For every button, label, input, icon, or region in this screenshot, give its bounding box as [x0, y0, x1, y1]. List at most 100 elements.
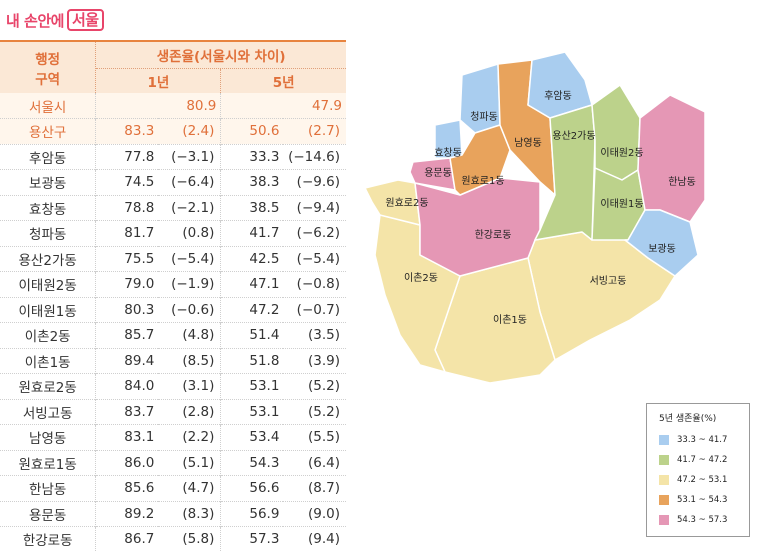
- legend-title: 5년 생존율(%): [659, 414, 717, 424]
- table-row: 용산구 83.3 (2.4) 50.6 (2.7): [0, 118, 346, 144]
- year1-diff: (2.2): [158, 424, 222, 450]
- year5-rate: 53.1: [249, 403, 280, 420]
- district-name: 용문동: [0, 501, 97, 527]
- year5-rate: 33.3: [249, 148, 280, 165]
- year5-diff: (2.7): [283, 118, 346, 144]
- label-wonhyoro1: 원효로1동: [461, 175, 504, 187]
- year1-diff: (5.8): [158, 526, 222, 551]
- year1-diff: (−3.1): [158, 144, 222, 170]
- label-bogwang: 보광동: [648, 243, 676, 255]
- table-row: 후암동 77.8 (−3.1) 33.3 (−14.6): [0, 144, 346, 170]
- district-name: 서울시: [0, 93, 97, 119]
- year1-diff: (4.8): [158, 322, 222, 348]
- district-name: 이태원1동: [0, 297, 97, 323]
- year5-rate: 50.6: [220, 118, 284, 144]
- table-row: 한강로동 86.7 (5.8) 57.3 (9.4): [0, 526, 346, 551]
- table-row: 이촌2동 85.7 (4.8) 51.4 (3.5): [0, 322, 346, 348]
- district-name: 원효로2동: [0, 373, 97, 399]
- year5-rate: 38.3: [249, 174, 280, 191]
- year1-rate: 81.7: [124, 225, 155, 242]
- year5-rate: 38.5: [249, 199, 280, 216]
- district-name: 효창동: [0, 195, 97, 221]
- year1-rate: 83.1: [124, 429, 155, 446]
- year1-diff: (2.4): [158, 118, 222, 144]
- year1-rate: 79.0: [124, 276, 155, 293]
- year1-rate: 89.4: [124, 352, 155, 369]
- table-row-city: 서울시 80.9 47.9: [0, 93, 346, 119]
- city-year1: 80.9: [95, 93, 222, 119]
- legend-label: 54.3 ~ 57.3: [677, 515, 728, 525]
- table-row: 용산2가동 75.5 (−5.4) 42.5 (−5.4): [0, 246, 346, 272]
- year5-rate: 47.1: [249, 276, 280, 293]
- year5-rate: 54.3: [249, 454, 280, 471]
- year1-rate: 75.5: [124, 250, 155, 267]
- label-hangangro: 한강로동: [475, 229, 512, 241]
- legend-item: 53.1 ~ 54.3: [659, 490, 749, 510]
- district-name: 서빙고동: [0, 399, 97, 425]
- brand-logo: 내 손안에 서울: [6, 8, 104, 32]
- year5-diff: (−0.8): [296, 276, 340, 293]
- legend-item: 54.3 ~ 57.3: [659, 510, 749, 530]
- table-row: 원효로2동 84.0 (3.1) 53.1 (5.2): [0, 373, 346, 399]
- year5-diff: (−0.7): [296, 301, 340, 318]
- year5-diff: (−14.6): [288, 148, 340, 165]
- year5-diff: (9.0): [307, 505, 340, 522]
- year5-diff: (9.4): [307, 531, 340, 547]
- label-seobinggo: 서빙고동: [590, 275, 627, 287]
- year1-rate: 80.3: [124, 301, 155, 318]
- year5-diff: (6.4): [307, 454, 340, 471]
- label-huam: 후암동: [544, 90, 572, 102]
- year1-rate: 83.7: [124, 403, 155, 420]
- year1-rate: 78.8: [124, 199, 155, 216]
- label-yongsan2ga: 용산2가동: [552, 130, 595, 142]
- year1-rate: 83.3: [95, 118, 159, 144]
- district-name: 한강로동: [0, 526, 97, 551]
- legend-label: 47.2 ~ 53.1: [677, 475, 728, 485]
- year5-diff: (5.5): [307, 429, 340, 446]
- year1-rate: 85.7: [124, 327, 155, 344]
- table-row: 이태원2동 79.0 (−1.9) 47.1 (−0.8): [0, 271, 346, 297]
- year1-rate: 86.7: [124, 531, 155, 547]
- table-row: 이촌1동 89.4 (8.5) 51.8 (3.9): [0, 348, 346, 374]
- table-row: 효창동 78.8 (−2.1) 38.5 (−9.4): [0, 195, 346, 221]
- label-ichon2: 이촌2동: [404, 272, 438, 284]
- table-row: 청파동 81.7 (0.8) 41.7 (−6.2): [0, 220, 346, 246]
- legend-label: 53.1 ~ 54.3: [677, 495, 728, 505]
- region-hannam: [637, 94, 705, 223]
- year5-rate: 53.1: [249, 378, 280, 395]
- label-hyochang: 효창동: [434, 147, 462, 159]
- legend-label: 33.3 ~ 41.7: [677, 435, 728, 445]
- label-itaewon1: 이태원1동: [600, 198, 643, 210]
- legend-label: 41.7 ~ 47.2: [677, 455, 728, 465]
- year5-diff: (−6.2): [296, 225, 340, 242]
- year1-diff: (−0.6): [158, 297, 222, 323]
- legend-item: 47.2 ~ 53.1: [659, 470, 749, 490]
- district-name: 한남동: [0, 475, 97, 501]
- district-name: 이촌2동: [0, 322, 97, 348]
- table-row: 보광동 74.5 (−6.4) 38.3 (−9.6): [0, 169, 346, 195]
- brand-prefix: 내 손안에: [6, 11, 64, 30]
- year5-diff: (5.2): [307, 403, 340, 420]
- year1-rate: 84.0: [124, 378, 155, 395]
- year1-rate: 85.6: [124, 480, 155, 497]
- table-row: 이태원1동 80.3 (−0.6) 47.2 (−0.7): [0, 297, 346, 323]
- year1-diff: (−1.9): [158, 271, 222, 297]
- header-group: 생존율(서울시와 차이): [95, 40, 346, 69]
- district-name: 용산구: [0, 118, 97, 144]
- year5-rate: 51.4: [249, 327, 280, 344]
- table-row: 용문동 89.2 (8.3) 56.9 (9.0): [0, 501, 346, 527]
- year5-rate: 41.7: [249, 225, 280, 242]
- legend-items: 33.3 ~ 41.7 41.7 ~ 47.2 47.2 ~ 53.1 53.1 ~ …: [659, 430, 749, 530]
- header-year1: 1년: [95, 68, 222, 93]
- legend-swatch: [659, 455, 669, 465]
- year5-rate: 42.5: [249, 250, 280, 267]
- district-name: 원효로1동: [0, 450, 97, 476]
- year5-rate: 53.4: [249, 429, 280, 446]
- district-name: 청파동: [0, 220, 97, 246]
- year5-diff: (8.7): [307, 480, 340, 497]
- year1-rate: 77.8: [124, 148, 155, 165]
- year5-rate: 47.2: [249, 301, 280, 318]
- year5-rate: 51.8: [249, 352, 280, 369]
- year1-diff: (−5.4): [158, 246, 222, 272]
- year1-rate: 74.5: [124, 174, 155, 191]
